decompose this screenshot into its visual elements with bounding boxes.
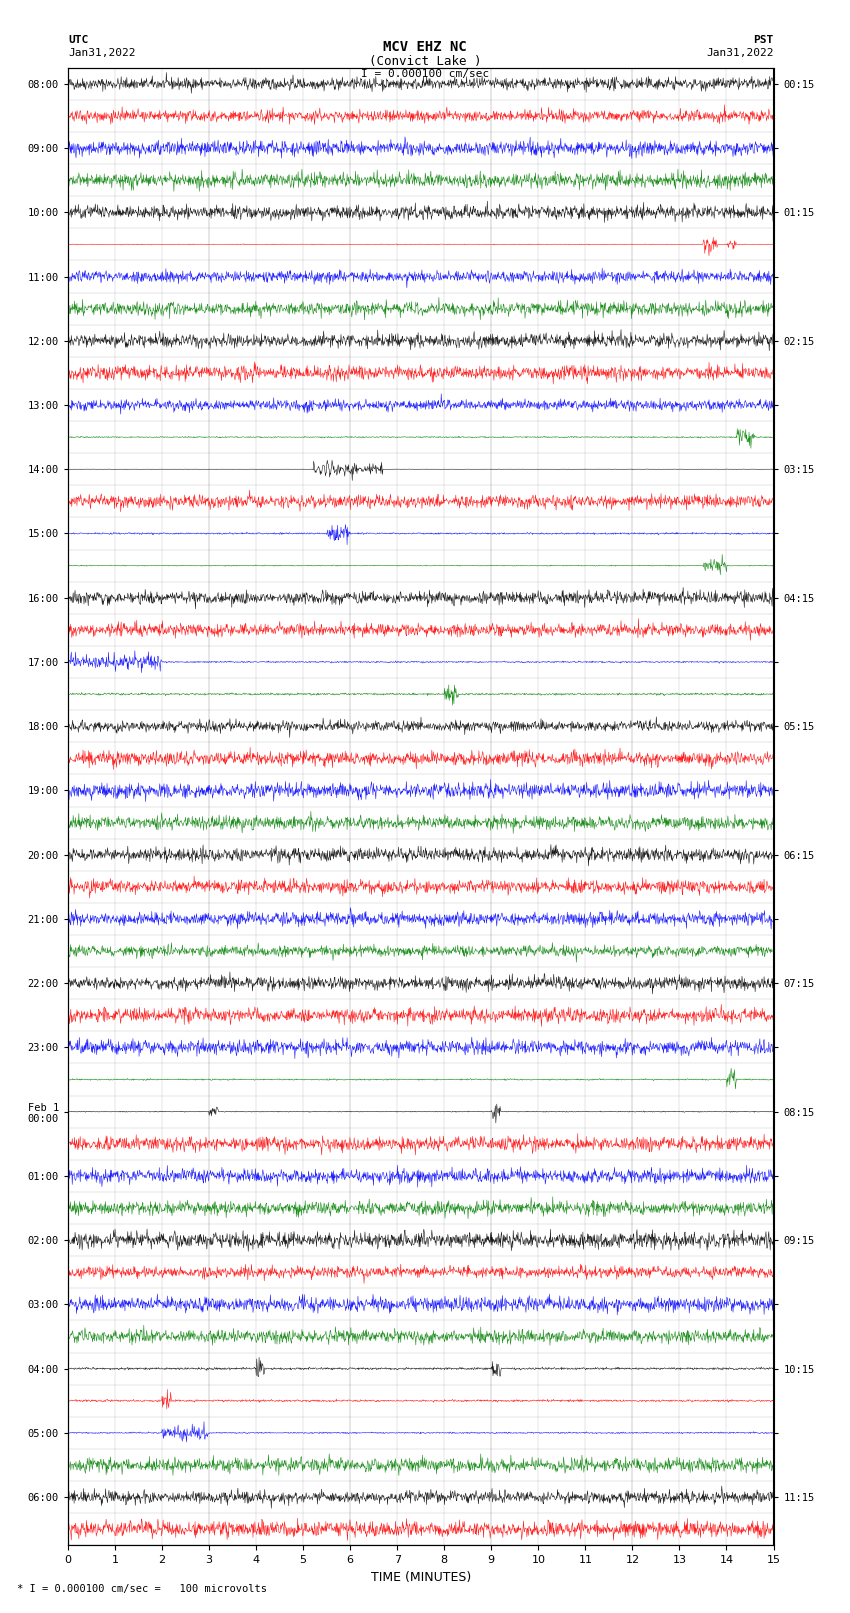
- Text: Jan31,2022: Jan31,2022: [68, 48, 135, 58]
- Text: MCV EHZ NC: MCV EHZ NC: [383, 40, 467, 55]
- Text: PST: PST: [753, 35, 774, 45]
- Text: * I = 0.000100 cm/sec =   100 microvolts: * I = 0.000100 cm/sec = 100 microvolts: [17, 1584, 267, 1594]
- Text: (Convict Lake ): (Convict Lake ): [369, 55, 481, 68]
- Text: UTC: UTC: [68, 35, 88, 45]
- Text: Jan31,2022: Jan31,2022: [706, 48, 774, 58]
- Text: I = 0.000100 cm/sec: I = 0.000100 cm/sec: [361, 69, 489, 79]
- X-axis label: TIME (MINUTES): TIME (MINUTES): [371, 1571, 471, 1584]
